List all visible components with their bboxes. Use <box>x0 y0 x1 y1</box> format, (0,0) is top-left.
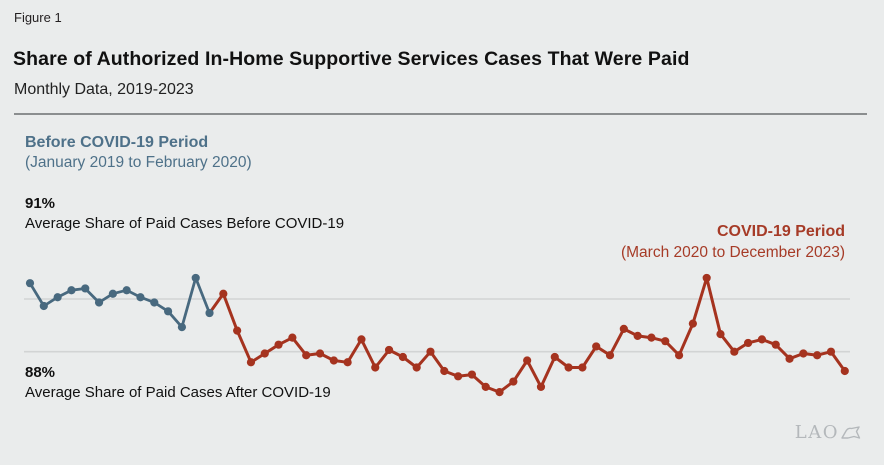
covid-period-point <box>260 349 269 358</box>
covid-period-point <box>647 333 656 342</box>
covid-period-point <box>785 354 794 363</box>
before-covid-period-label: Before COVID-19 Period (January 2019 to … <box>25 133 252 173</box>
covid-period-point <box>730 347 739 356</box>
before-average-value: 91% <box>25 195 56 212</box>
covid-period-label: COVID-19 Period (March 2020 to December … <box>621 221 845 263</box>
header-divider-line <box>14 113 867 115</box>
covid-period-point <box>454 372 463 381</box>
before-covid-point <box>94 298 104 307</box>
covid-period-point <box>757 335 767 344</box>
covid-period-point <box>826 347 836 356</box>
lao-logo: LAO <box>795 422 862 443</box>
covid-period-point <box>495 388 504 397</box>
before-covid-line <box>28 276 211 329</box>
covid-period-point <box>509 377 518 386</box>
covid-period-point <box>440 366 449 376</box>
covid-period-point <box>744 338 753 348</box>
before-covid-point <box>67 286 76 295</box>
covid-period-range: (March 2020 to December 2023) <box>620 244 845 261</box>
covid-period-point <box>688 319 697 328</box>
covid-period-point <box>384 345 394 355</box>
covid-period-point <box>564 363 573 372</box>
covid-period-heading: COVID-19 Period <box>716 223 845 240</box>
before-covid-point <box>177 323 187 332</box>
covid-period-point <box>674 351 684 360</box>
before-covid-point <box>164 307 173 316</box>
covid-period-point <box>315 349 325 358</box>
before-covid-period-range: (January 2019 to February 2020) <box>25 154 252 171</box>
chart-title: Share of Authorized In-Home Supportive S… <box>13 48 690 70</box>
covid-period-point <box>813 351 822 360</box>
after-average-annotation: 88% Average Share of Paid Cases After CO… <box>25 363 331 403</box>
before-covid-period-heading: Before COVID-19 Period <box>25 134 209 151</box>
after-average-value: 88% <box>25 364 56 381</box>
lao-logo-text: LAO <box>794 422 839 443</box>
after-average-label: Average Share of Paid Cases After COVID-… <box>25 384 331 401</box>
covid-period-point <box>481 382 490 391</box>
covid-period-point <box>288 333 297 342</box>
before-covid-point <box>81 284 90 293</box>
covid-period-point <box>536 382 546 391</box>
before-covid-point <box>122 286 131 295</box>
covid-period-point <box>578 363 587 372</box>
covid-period-point <box>246 358 256 367</box>
covid-period-point <box>329 356 338 365</box>
covid-period-point <box>426 347 435 356</box>
covid-period-point <box>357 335 366 344</box>
before-covid-point <box>136 293 145 302</box>
covid-period-point <box>343 358 352 367</box>
before-covid-point <box>53 293 62 302</box>
covid-period-line <box>208 276 847 394</box>
covid-period-point <box>302 351 311 360</box>
covid-period-point <box>661 337 670 346</box>
covid-period-point <box>523 356 532 365</box>
covid-period-point <box>233 326 242 335</box>
before-covid-point <box>108 289 117 298</box>
before-covid-point <box>25 279 35 288</box>
chart-subtitle: Monthly Data, 2019-2023 <box>14 81 194 98</box>
figure-label: Figure 1 <box>14 10 62 25</box>
covid-period-point <box>219 289 228 298</box>
covid-period-point <box>550 352 559 362</box>
before-average-label: Average Share of Paid Cases Before COVID… <box>25 215 345 232</box>
covid-period-point <box>633 331 642 340</box>
covid-period-point <box>398 352 407 362</box>
lao-bear-icon <box>841 425 861 439</box>
before-covid-point <box>205 308 214 318</box>
before-covid-point <box>191 273 200 283</box>
before-covid-point <box>39 301 48 311</box>
covid-period-point <box>771 340 780 349</box>
covid-period-point <box>716 330 725 339</box>
covid-period-point <box>371 363 380 372</box>
covid-period-point <box>467 370 477 379</box>
covid-period-point <box>274 340 283 349</box>
covid-period-point <box>412 363 421 372</box>
covid-period-point <box>702 273 711 283</box>
covid-period-point <box>619 324 628 333</box>
before-average-annotation: 91% Average Share of Paid Cases Before C… <box>25 194 344 234</box>
covid-period-point <box>592 342 601 351</box>
before-covid-point <box>150 298 159 307</box>
covid-period-point <box>840 366 849 376</box>
covid-period-point <box>605 351 615 360</box>
covid-period-point <box>799 349 808 358</box>
